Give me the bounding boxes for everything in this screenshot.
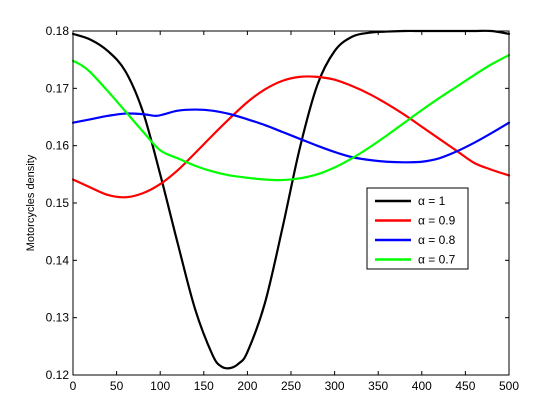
series-line-4 <box>71 53 511 182</box>
x-tick-label: 450 <box>455 379 475 393</box>
legend: α = 1 α = 0.9 α = 0.8 α = 0.7 <box>366 187 469 270</box>
y-tick-label: 0.14 <box>46 253 70 267</box>
y-tick-label: 0.12 <box>46 368 70 382</box>
x-tick-label: 50 <box>110 379 124 393</box>
x-tick-label: 150 <box>194 379 214 393</box>
x-tick-label: 200 <box>237 379 257 393</box>
x-tick-label: 300 <box>325 379 345 393</box>
y-tick-label: 0.13 <box>46 311 70 325</box>
y-axis: 0.12 0.13 0.14 0.15 0.16 0.17 0.18 <box>46 24 509 382</box>
x-tick-label: 250 <box>281 379 301 393</box>
legend-label-2: α = 0.9 <box>418 214 456 228</box>
y-tick-label: 0.15 <box>46 196 70 210</box>
y-tick-label: 0.18 <box>46 24 70 38</box>
x-tick-label: 400 <box>412 379 432 393</box>
series-line-3 <box>71 108 511 164</box>
x-axis: 0 50 100 150 200 250 300 350 400 450 500 <box>70 31 519 393</box>
y-tick-label: 0.17 <box>46 81 70 95</box>
x-tick-label: 500 <box>499 379 519 393</box>
legend-label-1: α = 1 <box>418 194 446 208</box>
x-tick-label: 0 <box>70 379 77 393</box>
y-axis-label: Motorcycles density <box>25 154 37 251</box>
legend-label-3: α = 0.8 <box>418 233 456 247</box>
y-tick-label: 0.16 <box>46 139 70 153</box>
series-line-2 <box>71 75 511 199</box>
x-tick-label: 100 <box>150 379 170 393</box>
x-tick-label: 350 <box>368 379 388 393</box>
legend-label-4: α = 0.7 <box>418 253 456 267</box>
